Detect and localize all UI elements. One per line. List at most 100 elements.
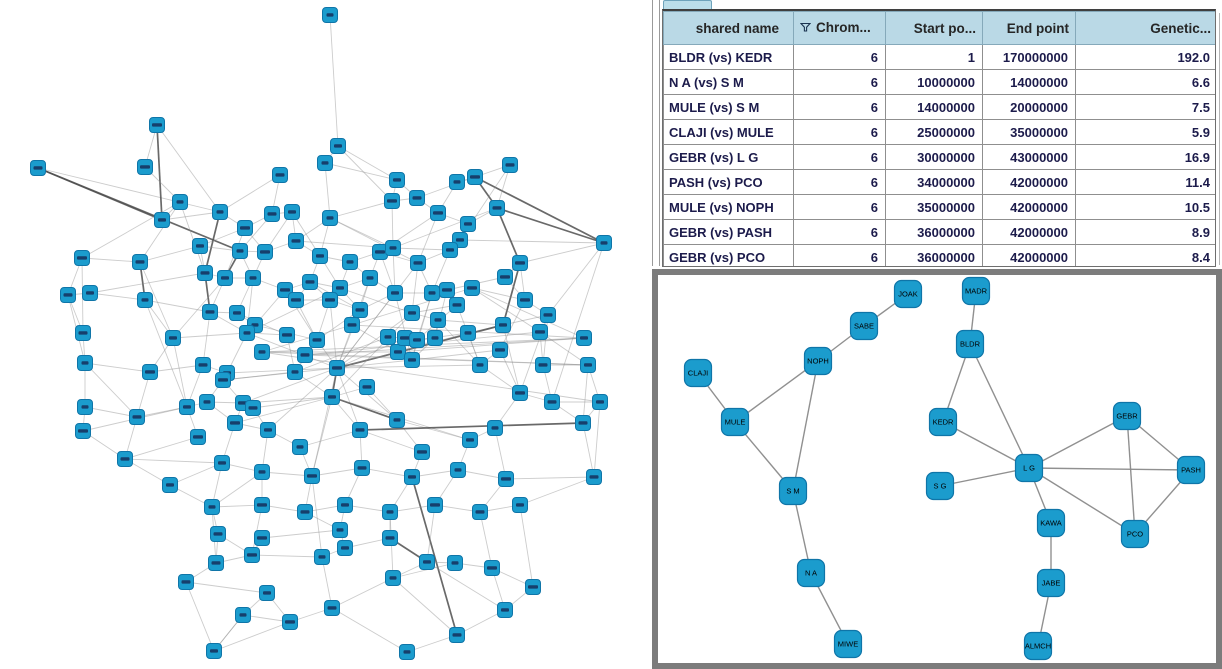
node-jabe[interactable]: JABE <box>1036 568 1066 598</box>
network-edge[interactable] <box>321 556 333 609</box>
network-node[interactable] <box>419 554 435 570</box>
network-node[interactable] <box>352 422 368 438</box>
network-node[interactable] <box>202 304 218 320</box>
network-edge[interactable] <box>359 422 584 431</box>
network-node[interactable] <box>344 317 360 333</box>
cell-end-point[interactable]: 170000000 <box>982 44 1076 70</box>
cell-end-point[interactable]: 35000000 <box>982 119 1076 145</box>
network-edge[interactable] <box>519 476 595 506</box>
network-node[interactable] <box>532 324 548 340</box>
network-edge[interactable] <box>179 201 206 274</box>
table-row[interactable]: GEBR (vs) PASH 6 36000000 42000000 8.9 <box>663 219 1215 245</box>
network-edge[interactable] <box>329 217 394 249</box>
table-scrollbar-track[interactable] <box>1219 13 1220 265</box>
network-node[interactable] <box>60 287 76 303</box>
network-node[interactable] <box>472 504 488 520</box>
network-node[interactable] <box>427 330 443 346</box>
network-edge[interactable] <box>89 272 206 294</box>
network-edge[interactable] <box>219 174 281 213</box>
network-node[interactable] <box>210 526 226 542</box>
network-edge[interactable] <box>139 245 201 263</box>
network-node[interactable] <box>449 297 465 313</box>
network-edge[interactable] <box>426 504 436 563</box>
network-node[interactable] <box>304 468 320 484</box>
network-node[interactable] <box>132 254 148 270</box>
network-edge[interactable] <box>267 367 338 431</box>
network-node[interactable] <box>74 250 90 266</box>
network-edge[interactable] <box>211 471 263 508</box>
network-node[interactable] <box>199 394 215 410</box>
network-edge[interactable] <box>496 207 521 264</box>
network-node[interactable] <box>259 585 275 601</box>
network-node[interactable] <box>288 292 304 308</box>
network-node[interactable] <box>77 355 93 371</box>
network-edge[interactable] <box>426 561 506 611</box>
network-edge[interactable] <box>416 176 476 199</box>
network-node[interactable] <box>390 344 406 360</box>
network-edge[interactable] <box>81 257 141 263</box>
cell-shared-name[interactable]: GEBR (vs) PASH <box>663 219 794 245</box>
network-edge[interactable] <box>359 429 423 453</box>
network-edge[interactable] <box>456 609 506 636</box>
network-node[interactable] <box>77 399 93 415</box>
network-edge[interactable] <box>336 359 413 369</box>
table-row[interactable]: N A (vs) S M 6 10000000 14000000 6.6 <box>663 69 1215 95</box>
network-edge[interactable] <box>331 312 413 398</box>
cell-start-position[interactable]: 34000000 <box>885 169 983 195</box>
cell-start-position[interactable]: 35000000 <box>885 194 983 220</box>
cell-end-point[interactable]: 42000000 <box>982 219 1076 245</box>
network-node[interactable] <box>287 364 303 380</box>
network-edge[interactable] <box>392 207 498 249</box>
network-edge[interactable] <box>124 458 223 464</box>
network-node[interactable] <box>282 614 298 630</box>
network-node[interactable] <box>404 469 420 485</box>
network-node[interactable] <box>472 357 488 373</box>
network-node[interactable] <box>424 285 440 301</box>
node-bldr[interactable]: BLDR <box>955 329 985 359</box>
cell-start-position[interactable]: 30000000 <box>885 144 983 170</box>
network-edge[interactable] <box>337 145 398 181</box>
node-noph[interactable]: NOPH <box>803 346 833 376</box>
network-edge[interactable] <box>251 504 263 556</box>
network-edge[interactable] <box>329 217 419 264</box>
network-node[interactable] <box>462 432 478 448</box>
network-node[interactable] <box>82 285 98 301</box>
network-edge[interactable] <box>324 162 398 181</box>
network-node[interactable] <box>460 216 476 232</box>
network-node[interactable] <box>449 627 465 643</box>
network-edge[interactable] <box>84 362 151 373</box>
network-edge[interactable] <box>311 367 338 477</box>
network-node[interactable] <box>165 330 181 346</box>
table-row[interactable]: GEBR (vs) PCO 6 36000000 42000000 8.4 <box>663 244 1215 266</box>
network-node[interactable] <box>442 242 458 258</box>
network-node[interactable] <box>337 497 353 513</box>
network-edge[interactable] <box>593 401 601 478</box>
network-edge[interactable] <box>499 299 526 351</box>
network-node[interactable] <box>540 307 556 323</box>
network-edge[interactable] <box>304 337 585 356</box>
network-edge[interactable] <box>547 242 605 316</box>
network-node[interactable] <box>389 172 405 188</box>
cell-shared-name[interactable]: CLAJI (vs) MULE <box>663 119 794 145</box>
network-edge[interactable] <box>222 367 338 381</box>
network-node[interactable] <box>447 555 463 571</box>
network-node[interactable] <box>206 643 222 659</box>
network-node[interactable] <box>217 270 233 286</box>
network-node[interactable] <box>75 423 91 439</box>
cell-chromosome[interactable]: 6 <box>793 69 886 95</box>
cell-chromosome[interactable]: 6 <box>793 219 886 245</box>
network-node[interactable] <box>324 600 340 616</box>
network-edge[interactable] <box>156 124 163 221</box>
network-edge[interactable] <box>311 475 323 558</box>
cell-start-position[interactable]: 36000000 <box>885 244 983 266</box>
network-edge[interactable] <box>185 581 215 652</box>
network-node[interactable] <box>245 270 261 286</box>
network-node[interactable] <box>312 248 328 264</box>
network-node[interactable] <box>575 415 591 431</box>
cell-start-position[interactable]: 1 <box>885 44 983 70</box>
network-edge[interactable] <box>519 242 605 264</box>
network-edge[interactable] <box>169 462 223 486</box>
network-node[interactable] <box>489 200 505 216</box>
network-edge[interactable] <box>84 362 138 418</box>
network-node[interactable] <box>322 210 338 226</box>
